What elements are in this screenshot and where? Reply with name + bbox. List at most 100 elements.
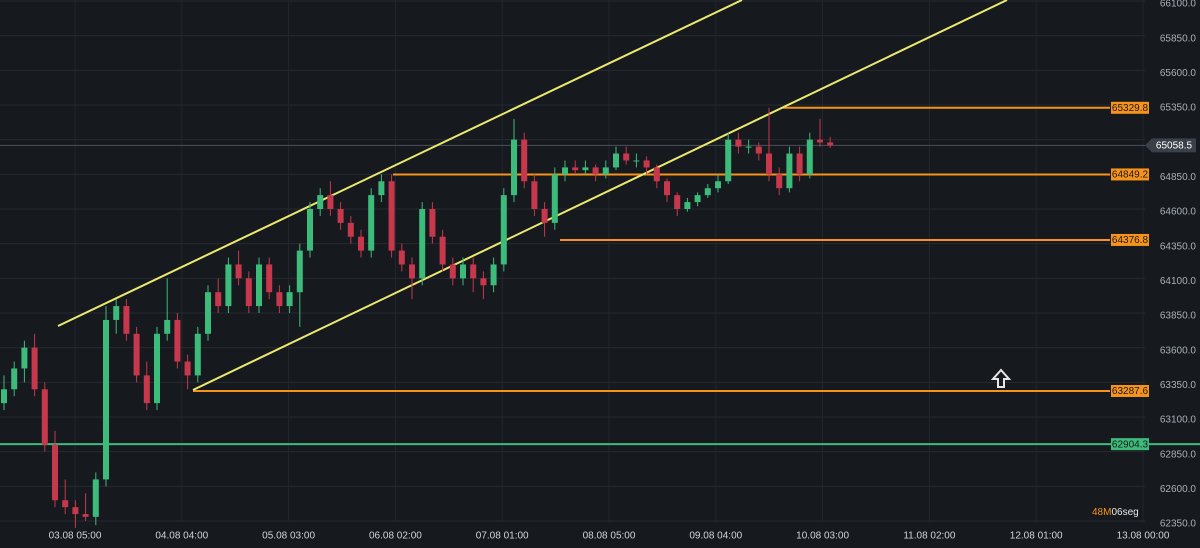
candle-body — [704, 188, 711, 196]
candle-body — [470, 264, 477, 279]
level-label-box — [1111, 384, 1149, 397]
candle-body — [592, 167, 599, 175]
y-tick-label: 63100.0 — [1160, 415, 1197, 426]
candle-body — [11, 368, 18, 390]
x-tick-label: 11.08 02:00 — [903, 531, 956, 542]
candle-body — [419, 209, 426, 279]
x-tick-label: 06.08 02:00 — [369, 531, 422, 542]
candle-body — [92, 479, 99, 517]
candle-body — [439, 236, 446, 265]
candle-body — [317, 195, 324, 209]
timer: 48M06seg — [1092, 507, 1139, 518]
candle-body — [786, 153, 793, 189]
level-label: 65329.8 — [1112, 103, 1149, 114]
candle-body — [286, 292, 293, 307]
candle-body — [337, 209, 344, 223]
candle-body — [541, 209, 548, 223]
x-tick-label: 10.08 03:00 — [796, 531, 849, 542]
candle-body — [827, 142, 834, 146]
candle-body — [776, 174, 783, 189]
candle-body — [551, 174, 558, 223]
y-tick-label: 64350.0 — [1160, 241, 1197, 252]
candle-body — [531, 181, 538, 209]
candle-body — [796, 153, 803, 175]
candle-body — [715, 181, 721, 189]
candle-body — [480, 278, 487, 286]
level-label-box — [1111, 233, 1149, 246]
candle-body — [368, 195, 375, 251]
x-tick-label: 09.08 04:00 — [689, 531, 742, 542]
candle-body — [817, 139, 823, 143]
candle-body — [31, 347, 38, 390]
x-tick-label: 08.08 05:00 — [583, 531, 636, 542]
y-tick-label: 64100.0 — [1160, 276, 1197, 287]
level-label: 64376.8 — [1112, 235, 1149, 246]
candle-body — [684, 202, 691, 209]
candle-body — [623, 153, 630, 161]
level-label-box — [1111, 168, 1149, 181]
candle-body — [194, 333, 201, 376]
y-tick-label: 62600.0 — [1160, 484, 1197, 495]
candle-body — [256, 264, 262, 307]
y-tick-label: 65600.0 — [1160, 68, 1197, 79]
candle-body — [123, 306, 130, 334]
y-tick-label: 64600.0 — [1160, 207, 1197, 218]
candle-body — [133, 333, 140, 376]
candle-body — [143, 375, 150, 404]
y-tick-label: 63600.0 — [1160, 345, 1197, 356]
x-tick-label: 04.08 04:00 — [155, 531, 208, 542]
candle-body — [755, 146, 762, 154]
x-tick-label: 07.08 01:00 — [476, 531, 529, 542]
candle-body — [745, 146, 752, 148]
candle-body — [449, 264, 456, 279]
candle-body — [225, 264, 232, 307]
candle-body — [500, 195, 507, 265]
candle-body — [613, 153, 619, 168]
candle-body — [154, 333, 160, 404]
y-tick-label: 62350.0 — [1160, 519, 1197, 530]
level-label-box — [1111, 438, 1149, 451]
current-price-box — [1145, 138, 1196, 153]
y-tick-label: 63850.0 — [1160, 311, 1197, 322]
candle-body — [174, 319, 181, 362]
timer-minutes: 48M — [1092, 507, 1111, 518]
candle-body — [245, 278, 252, 307]
candle-body — [72, 507, 79, 515]
timer-seconds: 06seg — [1111, 507, 1138, 518]
up-arrow-icon[interactable] — [990, 368, 1012, 388]
y-tick-label: 63350.0 — [1160, 380, 1197, 391]
candle-body — [582, 167, 589, 171]
level-label: 62904.3 — [1112, 439, 1149, 450]
candle-body — [521, 139, 528, 182]
x-tick-label: 03.08 05:00 — [49, 531, 102, 542]
candle-body — [490, 264, 497, 286]
candle-body — [562, 167, 568, 175]
candle-body — [184, 361, 191, 376]
candle-body — [735, 139, 742, 147]
candle-body — [266, 264, 273, 293]
y-tick-label: 62850.0 — [1160, 449, 1197, 460]
candle-body — [725, 139, 732, 182]
x-tick-label: 12.08 01:00 — [1010, 531, 1063, 542]
candle-body — [103, 319, 109, 480]
y-tick-label: 65850.0 — [1160, 33, 1197, 44]
level-label-box — [1111, 101, 1149, 114]
candle-body — [388, 181, 395, 251]
candle-body — [572, 167, 579, 171]
candle-body — [1, 389, 7, 404]
candle-body — [674, 195, 681, 209]
candle-body — [62, 500, 69, 508]
candle-body — [235, 264, 242, 279]
candle-body — [276, 292, 283, 307]
y-tick-label: 65350.0 — [1160, 103, 1197, 114]
candle-body — [307, 209, 313, 251]
x-tick-label: 13.08 00:00 — [1117, 531, 1170, 542]
candle-body — [215, 292, 222, 307]
y-tick-label: 66100.0 — [1160, 0, 1197, 10]
candle-body — [511, 139, 517, 196]
candle-body — [21, 347, 28, 369]
candle-body — [664, 181, 670, 196]
candle-body — [398, 250, 405, 265]
candle-body — [52, 444, 58, 501]
